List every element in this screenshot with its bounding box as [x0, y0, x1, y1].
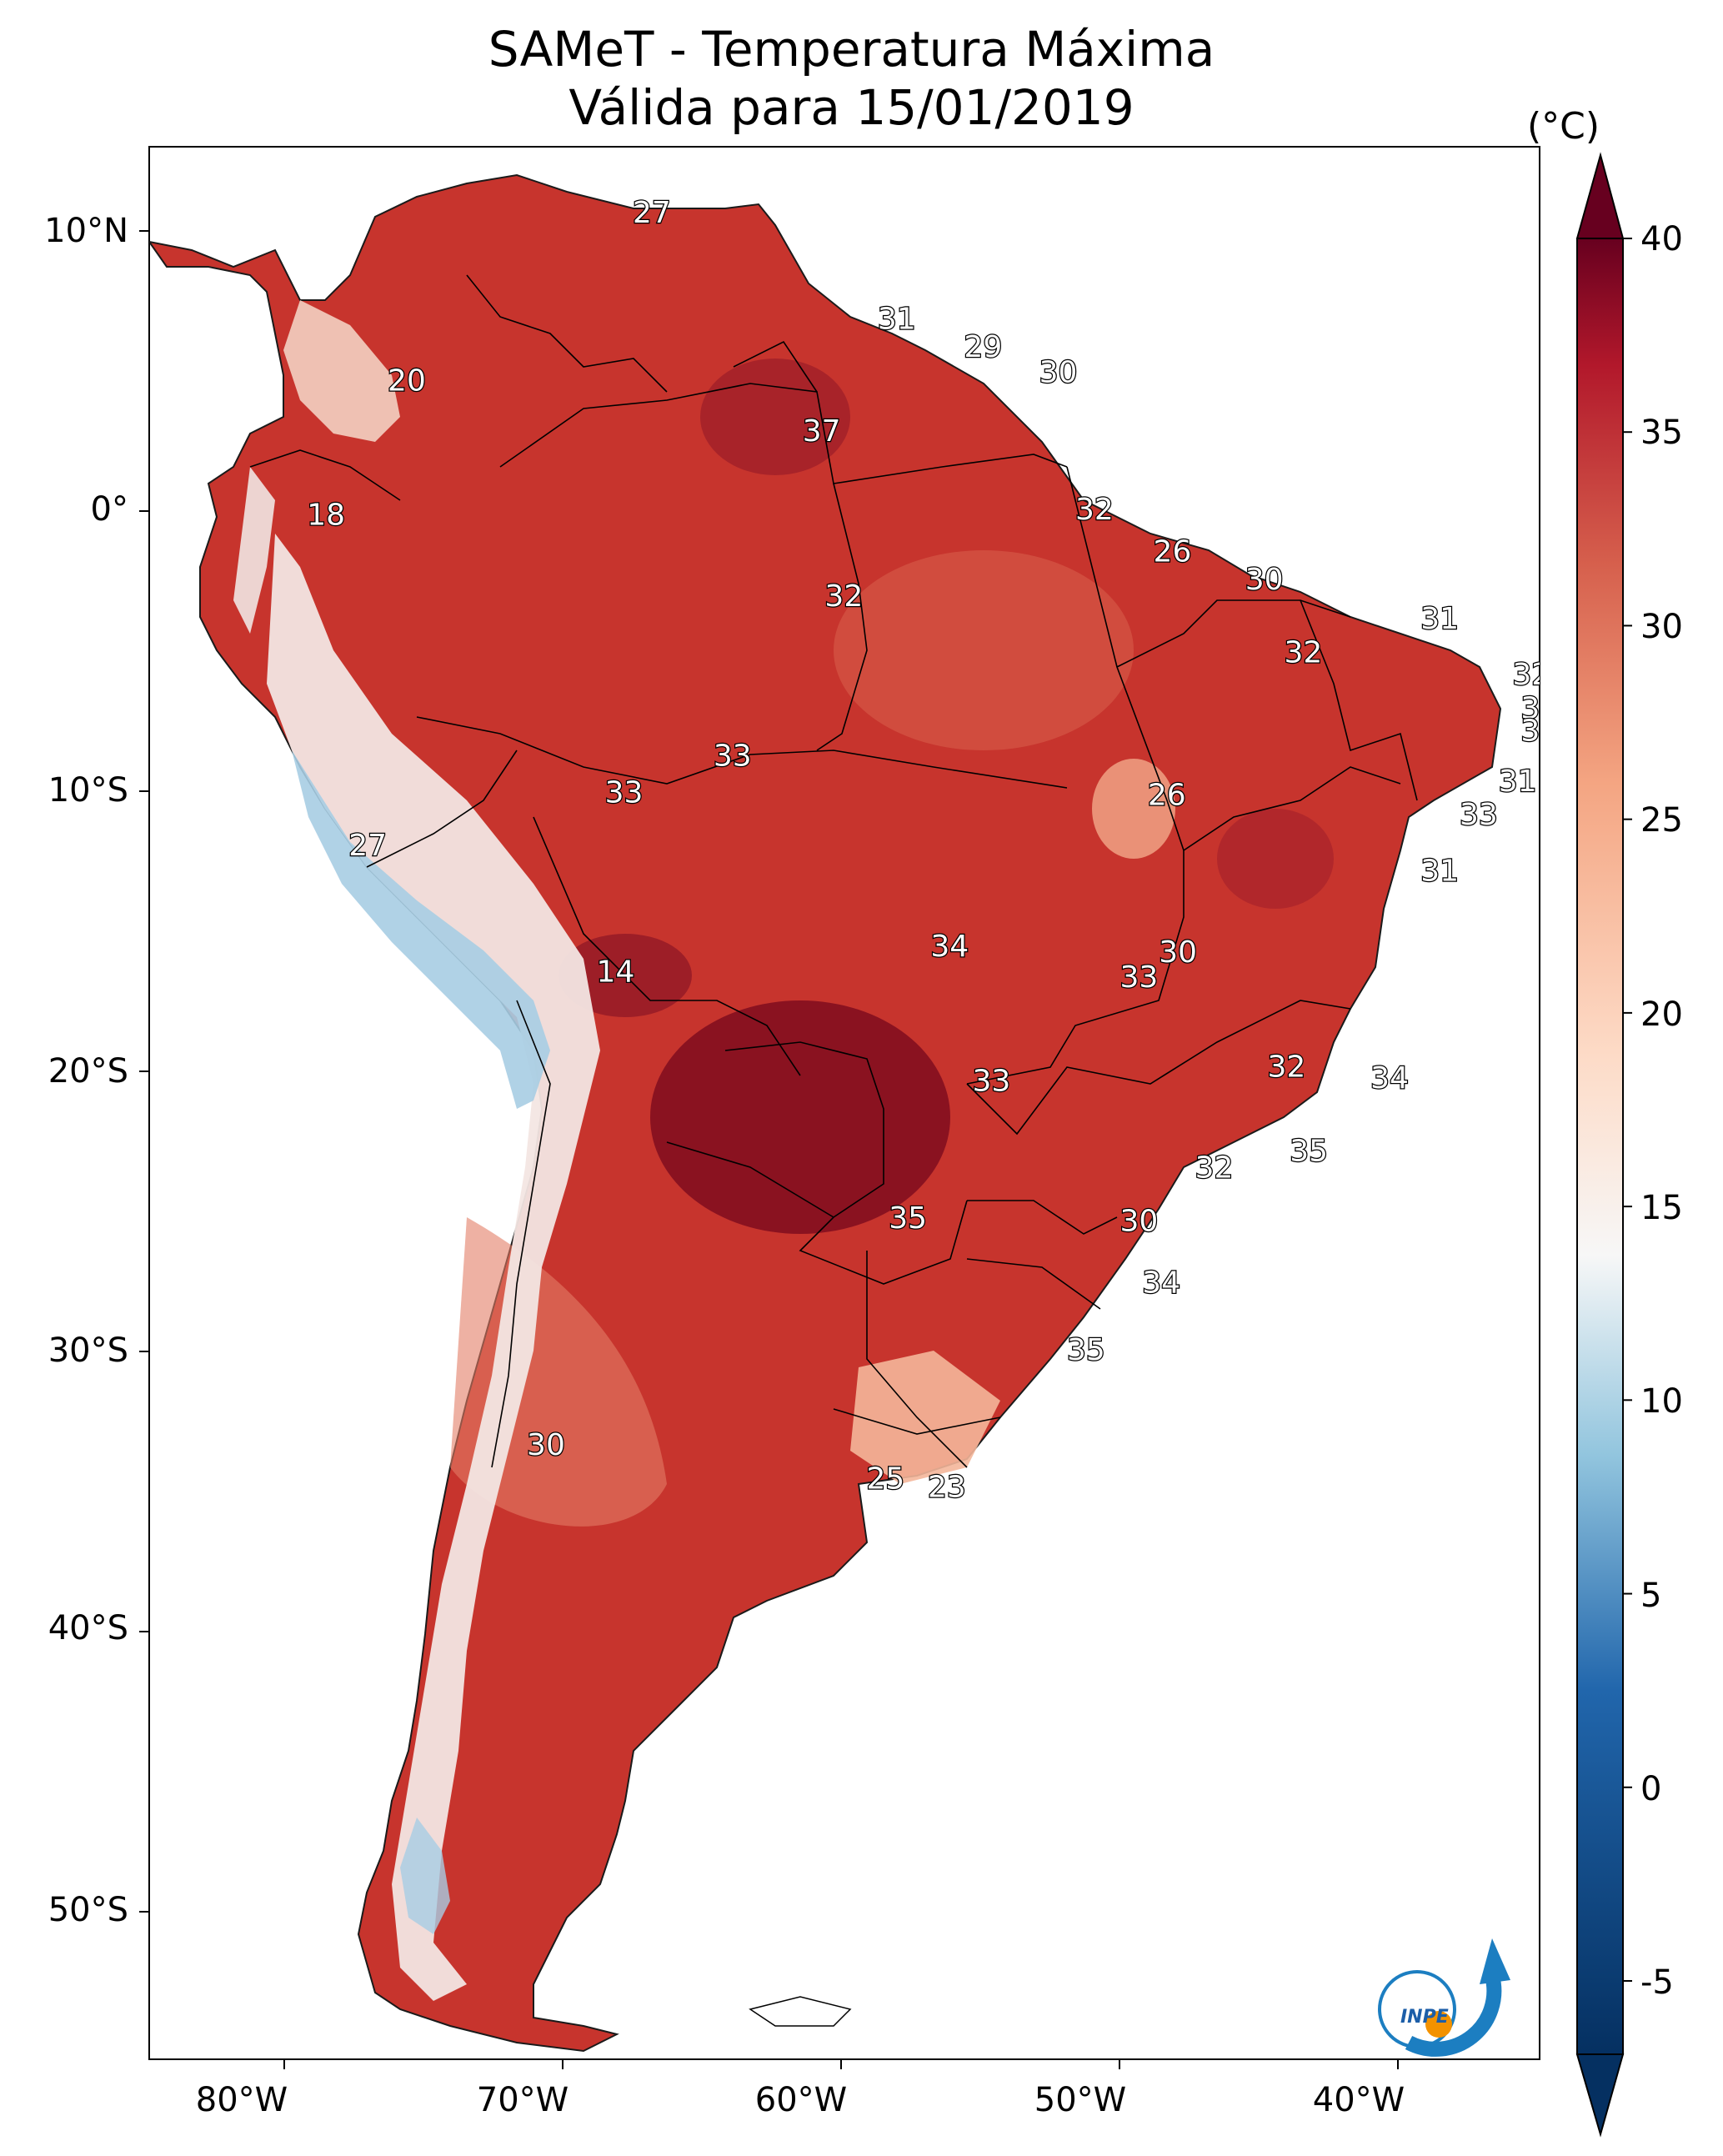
- station-label: 32: [1285, 635, 1323, 669]
- station-label: 26: [1154, 534, 1192, 569]
- para-patch: [834, 550, 1134, 750]
- station-label: 30: [1119, 1204, 1158, 1238]
- colorbar-tick-25: 25: [1640, 801, 1683, 840]
- station-label: 27: [633, 196, 671, 230]
- station-label: 35: [1290, 1134, 1328, 1168]
- lat-label-0: 0°: [90, 490, 128, 529]
- station-label: 32: [1512, 658, 1550, 692]
- station-label: 33: [1119, 960, 1158, 995]
- map-axis-ticks: [139, 230, 1399, 2069]
- station-label: 35: [1067, 1333, 1105, 1367]
- colorbar-tick-35: 35: [1640, 414, 1683, 452]
- colombia-andes: [283, 300, 400, 442]
- colorbar-unit: (°C): [1527, 105, 1600, 148]
- station-label: 29: [964, 330, 1002, 364]
- lat-label-10n: 10°N: [44, 212, 128, 250]
- station-label: 30: [1159, 935, 1197, 970]
- station-label: 31: [1520, 692, 1559, 726]
- colorbar-tick-15: 15: [1640, 1189, 1683, 1227]
- station-label: 33: [1460, 798, 1498, 832]
- andes-cool-band: [267, 534, 600, 2001]
- map-title: SAMeT - Temperatura Máxima: [488, 21, 1215, 78]
- lon-label-70w: 70°W: [476, 2081, 569, 2119]
- logo-text: INPE: [1400, 2007, 1449, 2028]
- station-label: 32: [1195, 1151, 1234, 1186]
- station-label: 31: [1499, 765, 1537, 799]
- station-label: 34: [1370, 1061, 1409, 1096]
- colorbar-tick-0: 0: [1640, 1770, 1662, 1808]
- station-label: 32: [1267, 1050, 1305, 1085]
- map-subtitle: Válida para 15/01/2019: [568, 79, 1134, 136]
- station-label: 33: [714, 740, 752, 774]
- roraima-hotspot: [700, 358, 850, 475]
- station-label: 30: [1039, 355, 1078, 389]
- station-label: 31: [1420, 602, 1459, 636]
- station-label: 31: [1420, 854, 1459, 888]
- lon-label-60w: 60°W: [754, 2081, 848, 2119]
- station-label: 31: [1520, 714, 1559, 748]
- borders: [249, 274, 1418, 1468]
- falkland-islands: [749, 1996, 852, 2027]
- station-label: 27: [348, 829, 387, 863]
- patagonia-cold-core: [400, 1818, 450, 1934]
- lat-label-50s: 50°S: [48, 1891, 128, 1929]
- station-label: 32: [1075, 493, 1114, 527]
- colorbar-tick-20: 20: [1640, 995, 1683, 1034]
- station-label: 33: [605, 775, 644, 810]
- station-label: 34: [930, 930, 969, 964]
- lon-label-50w: 50°W: [1034, 2081, 1127, 2119]
- station-label: 25: [867, 1462, 905, 1497]
- station-label: 31: [878, 303, 916, 337]
- colorbar-tick-5: 5: [1640, 1577, 1662, 1615]
- lat-label-20s: 20°S: [48, 1052, 128, 1091]
- colorbar-tick-m5: -5: [1640, 1963, 1674, 2002]
- lon-label-40w: 40°W: [1312, 2081, 1405, 2119]
- colorbar-lower-extension: [1575, 2053, 1625, 2138]
- station-label: 37: [803, 414, 841, 449]
- tocantins-cool-patch: [1092, 759, 1175, 859]
- ecuador-andes: [233, 467, 275, 634]
- colorbar-scale: [1576, 238, 1624, 2055]
- sun-icon: [1425, 2011, 1452, 2038]
- andes-cold-core: [292, 750, 550, 1109]
- station-label: 18: [307, 499, 345, 533]
- station-label: 23: [928, 1471, 966, 1505]
- station-label: 30: [1245, 563, 1284, 597]
- colorbar: [1575, 152, 1632, 2138]
- colorbar-tick-30: 30: [1640, 608, 1683, 646]
- station-label: 34: [1142, 1266, 1180, 1300]
- station-label: 30: [527, 1428, 565, 1462]
- bahia-hotspot: [1217, 809, 1334, 909]
- colorbar-tick-40: 40: [1640, 220, 1683, 258]
- lat-label-30s: 30°S: [48, 1331, 128, 1370]
- lat-label-10s: 10°S: [48, 771, 128, 810]
- station-label: 33: [972, 1064, 1010, 1098]
- station-label: 26: [1148, 779, 1186, 813]
- colorbar-upper-extension: [1575, 152, 1625, 239]
- lon-label-80w: 80°W: [195, 2081, 288, 2119]
- inpe-logo: INPE: [1378, 1938, 1510, 2057]
- lat-label-40s: 40°S: [48, 1609, 128, 1647]
- station-label: 20: [388, 364, 426, 398]
- colorbar-tick-10: 10: [1640, 1382, 1683, 1421]
- paraguay-hotspot: [650, 1000, 950, 1234]
- station-label: 35: [889, 1201, 927, 1236]
- station-label: 14: [597, 955, 635, 989]
- station-label: 32: [824, 579, 863, 614]
